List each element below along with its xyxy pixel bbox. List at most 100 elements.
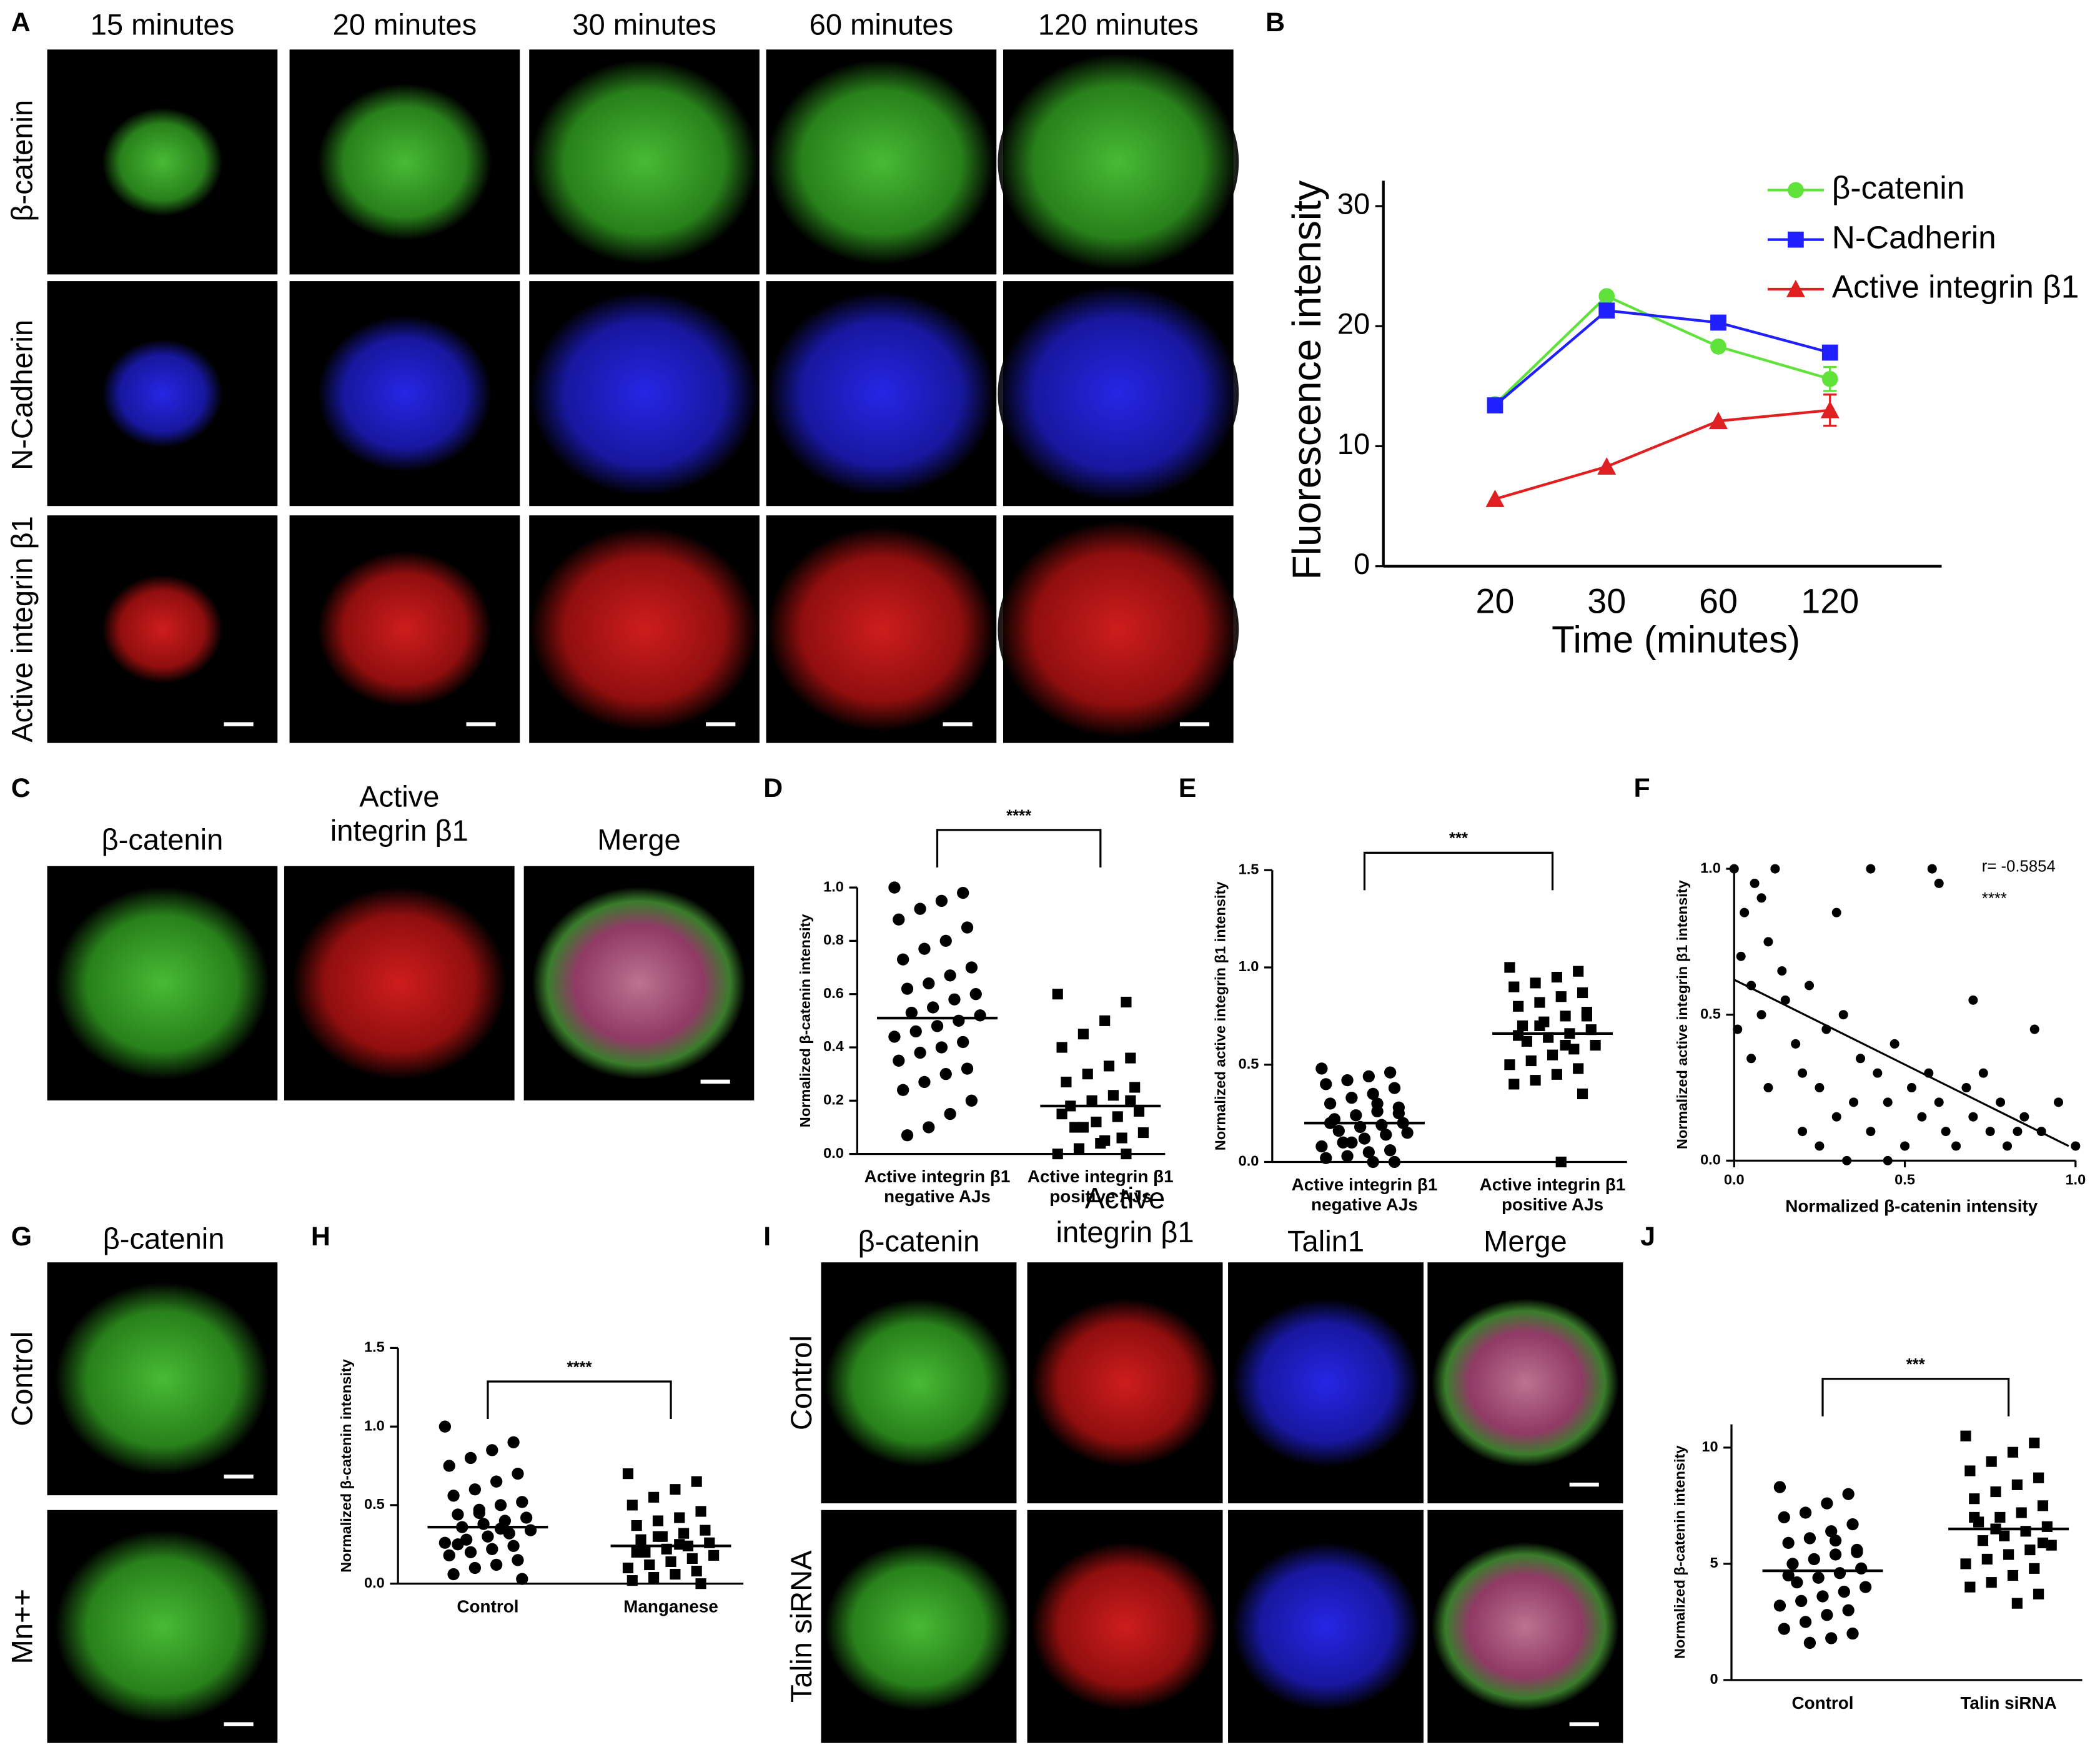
cell-signal [292, 887, 507, 1080]
panel-letter: J [1640, 1222, 1655, 1252]
dot [1362, 1070, 1375, 1083]
cell-signal [767, 59, 996, 265]
dot [905, 1006, 918, 1019]
dot [1116, 1132, 1127, 1144]
y-tick-label: 1.0 [1700, 859, 1721, 876]
dot [1073, 1143, 1085, 1154]
y-tick-label: 0 [1710, 1671, 1718, 1687]
dot [1315, 1062, 1328, 1075]
point [1815, 1083, 1825, 1093]
dot [1077, 1029, 1089, 1040]
y-tick-label: 0.0 [1239, 1153, 1259, 1169]
point [1740, 907, 1750, 917]
cell-signal [1031, 1298, 1219, 1468]
dot [1091, 1116, 1102, 1128]
dot [652, 1515, 664, 1526]
dot [2046, 1540, 2057, 1551]
dot [494, 1522, 507, 1535]
dot [1821, 1497, 1833, 1510]
significance-bracket [1363, 851, 1554, 891]
dot [2041, 1521, 2053, 1532]
point [1842, 1155, 1852, 1165]
dot [1315, 1140, 1328, 1153]
dot [640, 1546, 651, 1558]
dot [1551, 971, 1562, 983]
dot [516, 1573, 528, 1585]
y-tick-label: 0.5 [1700, 1006, 1721, 1022]
y-tick-label: 1.0 [364, 1417, 385, 1433]
point [2003, 1141, 2013, 1151]
dot [1821, 1609, 1833, 1621]
cell-signal [1031, 1542, 1219, 1711]
x-tick-label: Control [457, 1597, 518, 1616]
panel-letter: C [11, 773, 31, 803]
dot [1099, 1135, 1111, 1146]
dot [438, 1536, 451, 1549]
dot [627, 1500, 638, 1511]
point [1873, 1068, 1883, 1078]
point [1831, 907, 1841, 917]
dot [2037, 1537, 2049, 1548]
dot [1859, 1581, 1872, 1593]
dot [1112, 1111, 1123, 1122]
dot [1107, 1090, 1119, 1101]
dot [2033, 1588, 2044, 1599]
dot [1125, 1052, 1136, 1064]
y-tick-label: 0.5 [364, 1496, 385, 1512]
cell-signal [532, 887, 746, 1080]
x-tick-label: Active integrin β1 positive AJs [1028, 1167, 1174, 1207]
dot [1577, 987, 1588, 999]
point [1815, 1141, 1825, 1151]
dot [1977, 1535, 1989, 1546]
annotation: **** [1982, 890, 2007, 907]
column-header: Active integrin β1 [1056, 1182, 1194, 1248]
panel-letter: E [1179, 773, 1197, 803]
legend-label: N-Cadherin [1832, 219, 1996, 255]
dot [1121, 1149, 1132, 1160]
point [1733, 1024, 1743, 1034]
point [1485, 490, 1505, 507]
dot [1099, 1015, 1111, 1026]
row-label: Control [785, 1335, 818, 1430]
point [1756, 893, 1766, 903]
dot [1812, 1571, 1825, 1584]
dot [2024, 1544, 2036, 1556]
x-tick-label: 0.5 [1894, 1172, 1915, 1188]
cell-signal [530, 526, 758, 732]
dot [1969, 1493, 1980, 1505]
dot [1855, 1562, 1868, 1575]
column-header: β-catenin [102, 823, 224, 856]
point [1866, 864, 1876, 874]
dot [944, 1107, 956, 1120]
dot [914, 1046, 926, 1059]
row-label: Active integrin β1 [6, 516, 39, 743]
dot [1778, 1623, 1790, 1635]
significance-bracket [487, 1380, 672, 1420]
y-tick-label: 5 [1710, 1555, 1718, 1571]
row-label: Talin siRNA [785, 1550, 818, 1703]
point [1763, 1083, 1773, 1093]
dot [1551, 1069, 1562, 1080]
dot [1341, 1074, 1354, 1087]
dot [1825, 1525, 1838, 1538]
dot [965, 961, 978, 974]
point [1780, 995, 1790, 1005]
legend-marker [1788, 231, 1804, 248]
point [1985, 1127, 1995, 1137]
point [1838, 1010, 1848, 1020]
dot [888, 1031, 901, 1043]
dot [1384, 1066, 1397, 1079]
dot [1573, 966, 1584, 977]
dot [2020, 1526, 2031, 1537]
dot [512, 1554, 524, 1566]
dot [1077, 1122, 1089, 1133]
dot [1388, 1082, 1401, 1094]
dot [670, 1568, 681, 1580]
point [1770, 864, 1780, 874]
dot [678, 1528, 690, 1539]
column-header: 20 minutes [333, 7, 477, 41]
dot [622, 1562, 634, 1574]
cell-signal [825, 1542, 1013, 1711]
y-axis-title: Fluorescence intensity [1284, 180, 1329, 580]
